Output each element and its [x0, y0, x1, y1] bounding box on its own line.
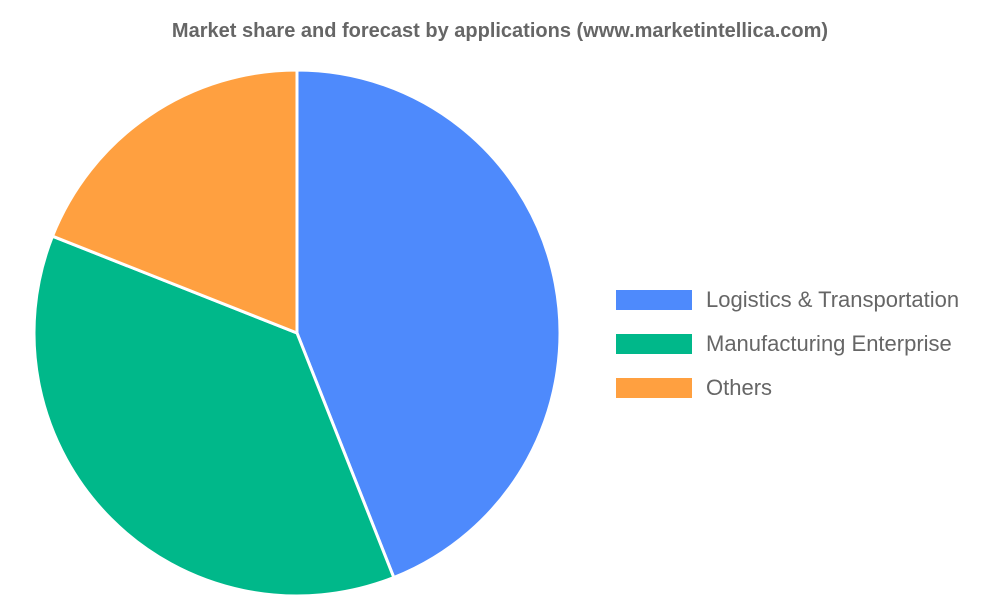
- legend-item: Others: [616, 366, 959, 410]
- legend-swatch: [616, 378, 692, 398]
- legend-swatch: [616, 290, 692, 310]
- pie-slice: [50, 68, 299, 336]
- legend: Logistics & Transportation Manufacturing…: [616, 278, 959, 410]
- pie-slice: [295, 68, 562, 580]
- legend-label: Others: [706, 375, 773, 400]
- legend-swatch: [616, 334, 692, 354]
- legend-label: Logistics & Transportation: [706, 287, 960, 312]
- legend-item: Logistics & Transportation: [616, 278, 959, 322]
- legend-item: Manufacturing Enterprise: [616, 322, 959, 366]
- chart-title: Market share and forecast by application…: [171, 20, 829, 42]
- pie-slice: [32, 234, 396, 598]
- legend-label: Manufacturing Enterprise: [706, 331, 952, 356]
